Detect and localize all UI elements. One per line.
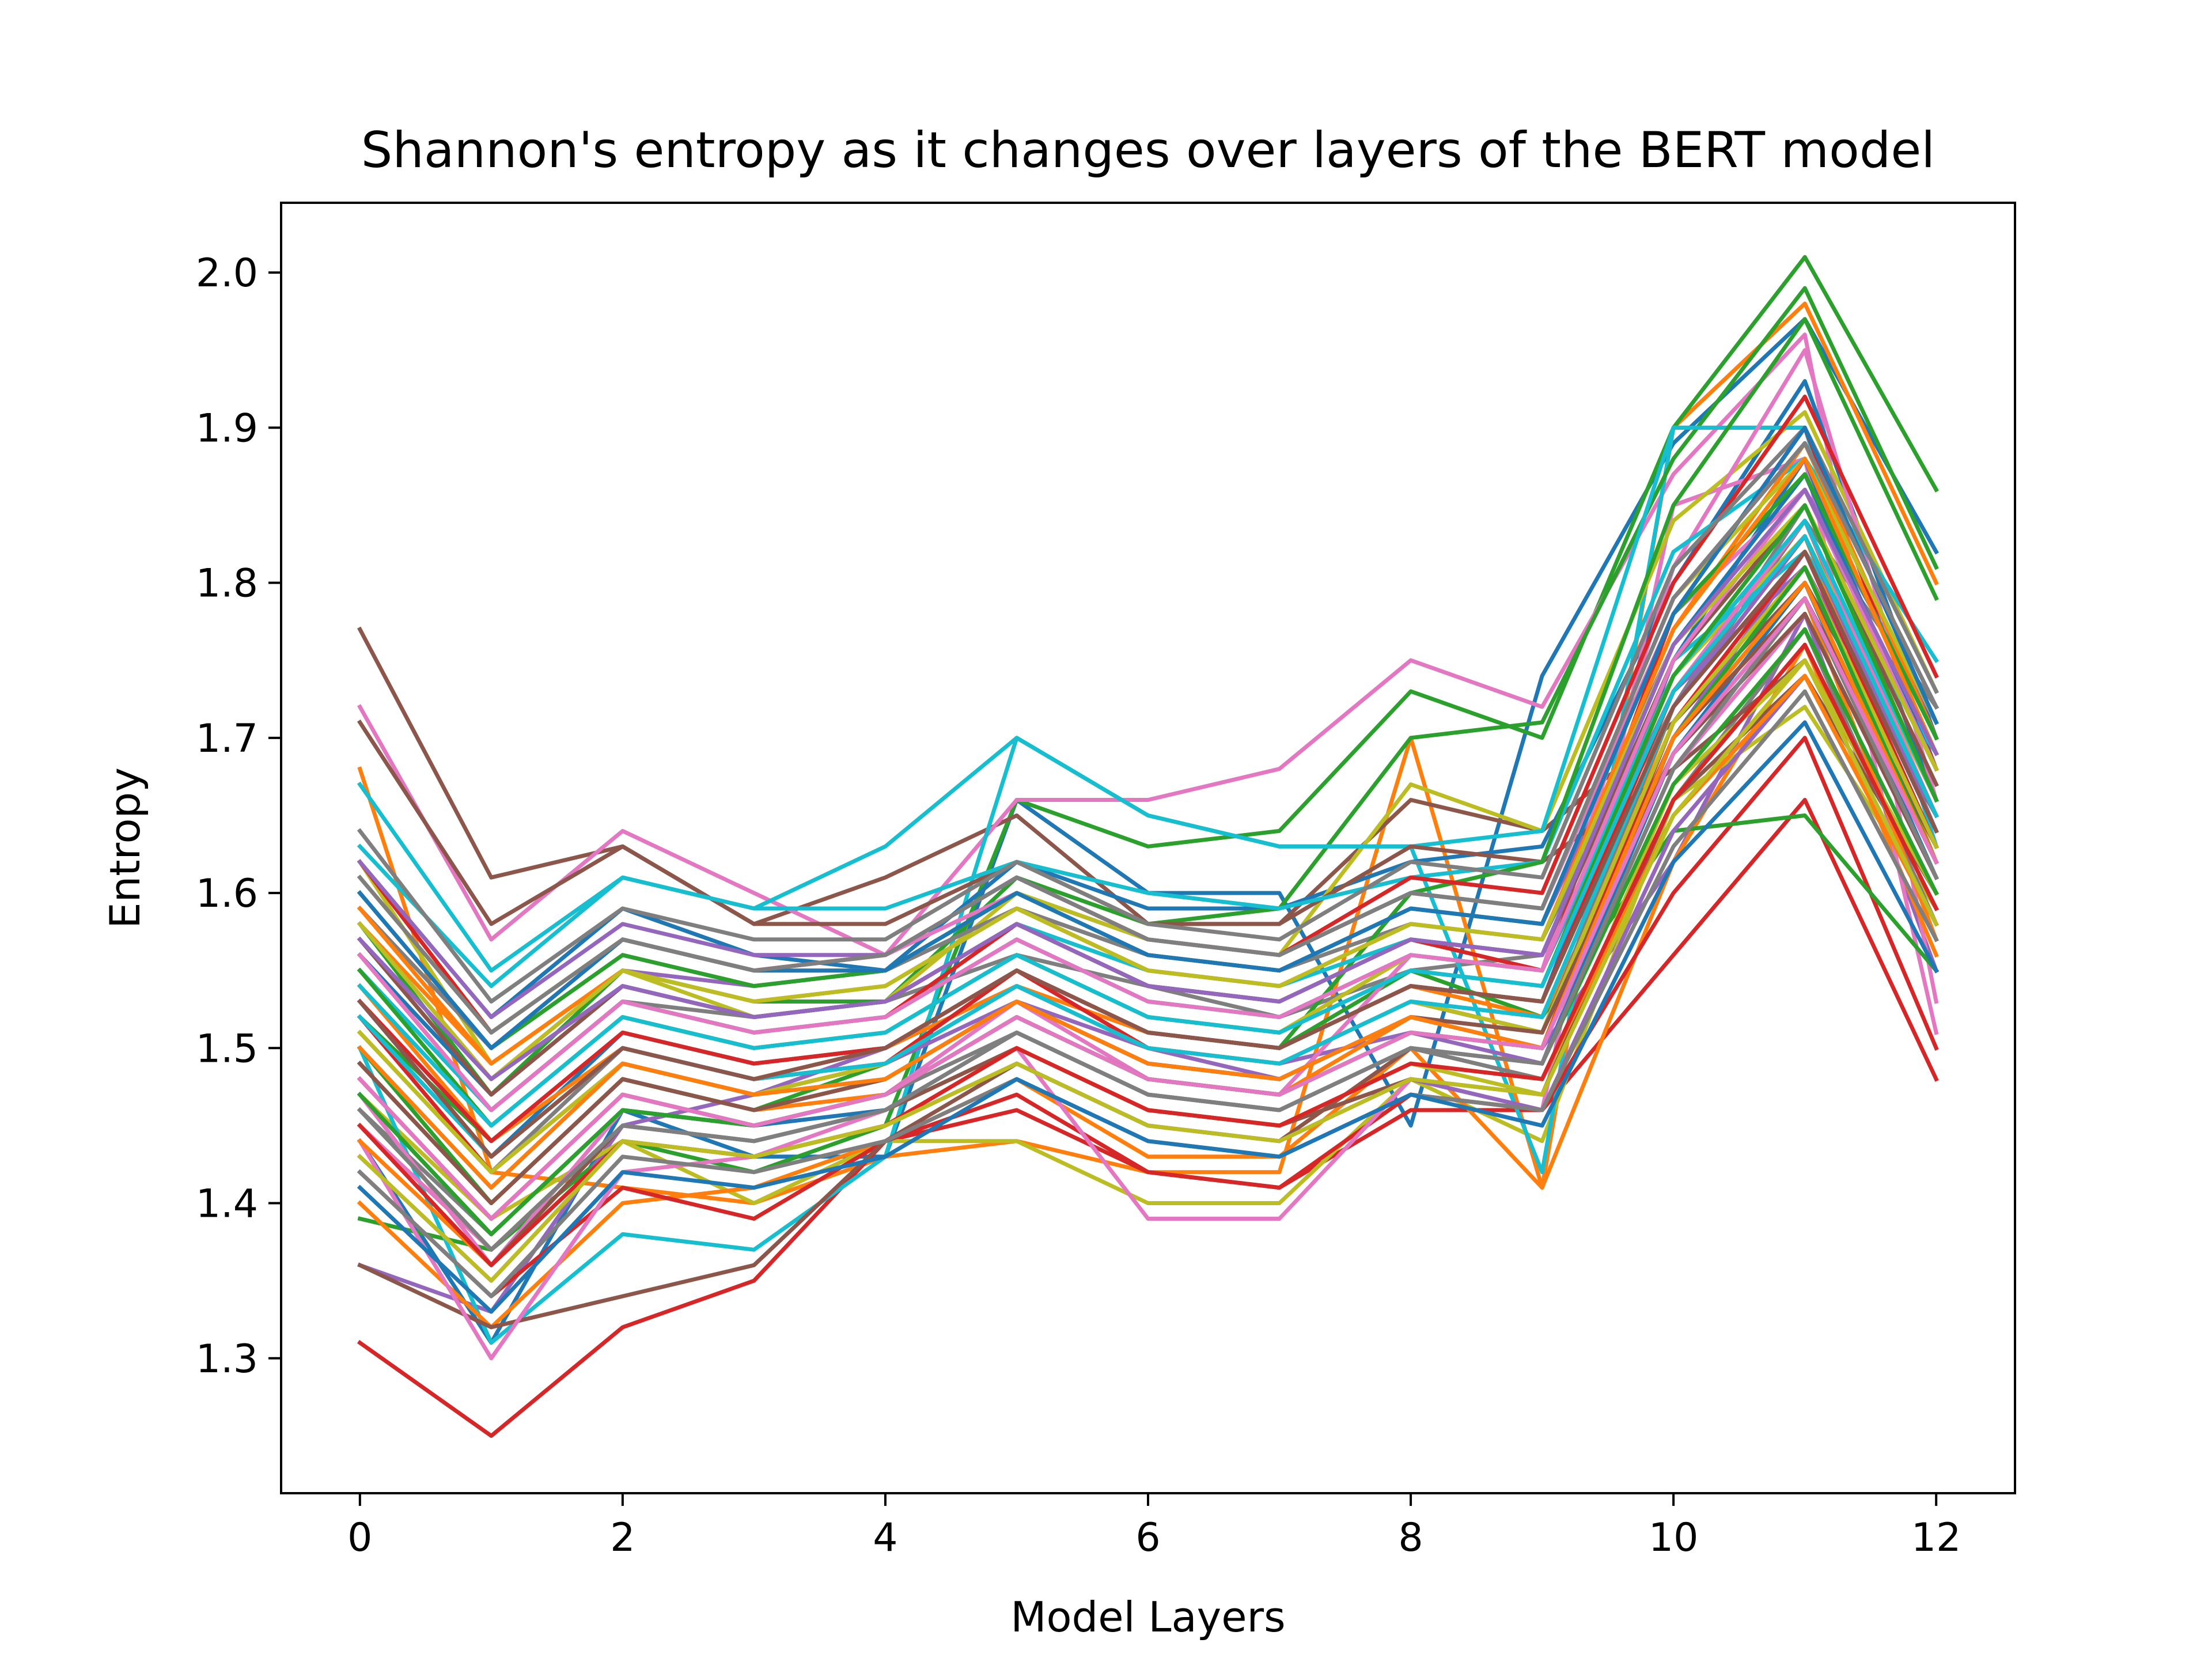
y-tick-label: 1.9: [196, 406, 258, 451]
y-tick-label: 1.5: [196, 1026, 258, 1072]
series-line-78: [357, 441, 1939, 1035]
y-tick-label: 1.6: [196, 871, 258, 917]
series-line-58: [357, 425, 1939, 1004]
series-line-77: [357, 596, 1939, 1221]
x-tick-label: 12: [1911, 1515, 1961, 1561]
series-line-7: [357, 332, 1939, 1004]
x-tick-label: 4: [873, 1515, 897, 1561]
series-line-67: [357, 487, 1939, 1112]
x-tick-label: 2: [610, 1515, 635, 1561]
x-tick-label: 10: [1649, 1515, 1699, 1561]
x-tick-label: 0: [347, 1515, 372, 1561]
series-line-72: [357, 581, 1939, 1190]
series-line-14: [357, 736, 1939, 1298]
y-axis-label: Entropy: [101, 767, 149, 929]
plot-area-frame: [280, 202, 2016, 1494]
x-tick-label: 8: [1398, 1515, 1423, 1561]
series-line-80: [357, 534, 1939, 1128]
x-tick-label: 6: [1135, 1515, 1160, 1561]
series-line-68: [357, 596, 1939, 1252]
y-tick-label: 1.8: [196, 561, 258, 607]
series-layer: [357, 255, 1940, 1438]
series-line-79: [357, 658, 1939, 1283]
x-axis-label: Model Layers: [1010, 1593, 1285, 1641]
x-axis-ticks: 0 2 4 6 8 10 12: [347, 1493, 1961, 1561]
series-line-61: [357, 720, 1939, 1314]
chart-title: Shannon's entropy as it changes over lay…: [361, 122, 1935, 179]
y-tick-label: 1.7: [196, 716, 258, 762]
y-axis-ticks: 1.3 1.4 1.5 1.6 1.7 1.8 1.9 2.0: [196, 251, 281, 1382]
y-tick-label: 1.3: [196, 1337, 258, 1382]
y-tick-label: 1.4: [196, 1182, 258, 1227]
series-line-75: [357, 487, 1939, 1081]
series-line-30: [357, 456, 1940, 989]
y-tick-label: 2.0: [196, 251, 258, 296]
series-line-76: [357, 550, 1939, 1159]
